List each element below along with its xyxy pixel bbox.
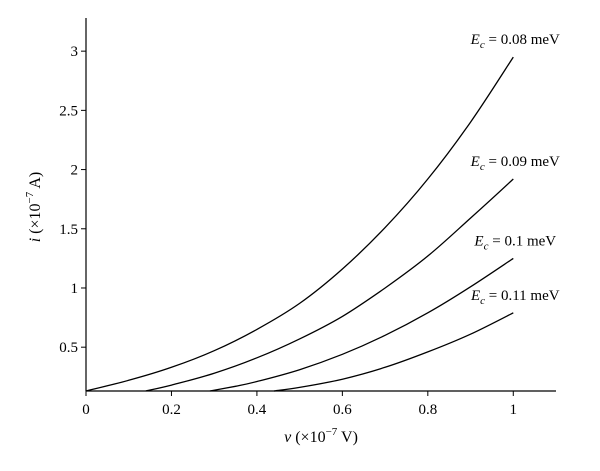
series-label-symbol: E <box>473 233 483 249</box>
series-line <box>85 56 514 392</box>
x-axis-label: v (×10−7 V) <box>284 426 358 446</box>
x-axis-post: V) <box>337 429 358 446</box>
x-axis-var: v <box>284 429 292 446</box>
y-tick-label: 0.5 <box>59 340 78 356</box>
series-label-subscript: c <box>480 39 485 51</box>
x-tick-label: 0.6 <box>333 402 352 418</box>
series-label: Ec = 0.09 meV <box>470 154 560 173</box>
y-tick-label: 2 <box>71 163 79 179</box>
series-label-value: = 0.1 meV <box>488 233 556 249</box>
series-label-subscript: c <box>480 161 485 173</box>
curves <box>85 56 514 392</box>
series-label-value: = 0.11 meV <box>485 288 560 304</box>
x-tick-label: 0.2 <box>162 402 181 418</box>
series-label: Ec = 0.08 meV <box>470 32 560 51</box>
x-ticks: 0 0.2 0.4 0.6 0.8 1 <box>82 391 517 418</box>
x-tick-label: 1 <box>510 402 518 418</box>
series-label-symbol: E <box>470 32 480 48</box>
x-tick-label: 0 <box>82 402 90 418</box>
y-axis-post: A) <box>27 172 44 192</box>
y-tick-label: 3 <box>71 44 79 60</box>
series-line <box>209 257 514 392</box>
series-label-value: = 0.09 meV <box>485 154 560 170</box>
y-tick-label: 2.5 <box>59 103 78 119</box>
y-axis-pre: (×10 <box>27 203 44 237</box>
x-tick-label: 0.8 <box>418 402 437 418</box>
series-label-subscript: c <box>484 240 489 252</box>
y-axis-label: i (×10−7 A) <box>24 172 44 243</box>
series-line <box>145 178 514 392</box>
y-tick-label: 1.5 <box>59 222 78 238</box>
series-label-subscript: c <box>480 295 485 307</box>
series-line <box>273 312 514 392</box>
y-ticks: 0.5 1 1.5 2 2.5 3 <box>59 44 86 356</box>
series-label: Ec = 0.11 meV <box>470 288 560 307</box>
y-tick-label: 1 <box>71 281 79 297</box>
series-label-symbol: E <box>470 288 480 304</box>
y-axis-exp: −7 <box>24 191 36 203</box>
series-label: Ec = 0.1 meV <box>473 233 556 252</box>
series-label-symbol: E <box>470 154 480 170</box>
series-label-value: = 0.08 meV <box>485 32 560 48</box>
x-axis-pre: (×10 <box>291 429 325 446</box>
x-axis-exp: −7 <box>326 426 338 438</box>
y-axis-var: i <box>27 238 44 242</box>
x-tick-label: 0.4 <box>248 402 267 418</box>
